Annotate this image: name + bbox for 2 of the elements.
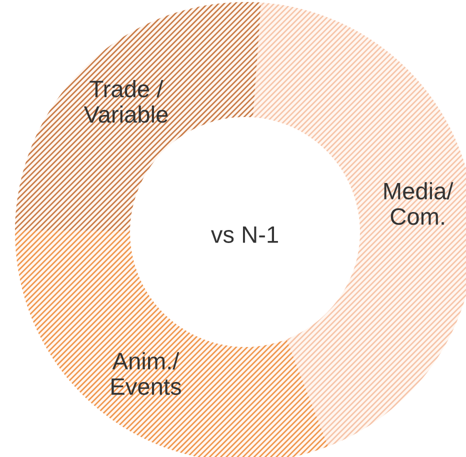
slice-label: Media/ Com. [384,182,454,225]
text: vs N-1 [210,226,278,243]
